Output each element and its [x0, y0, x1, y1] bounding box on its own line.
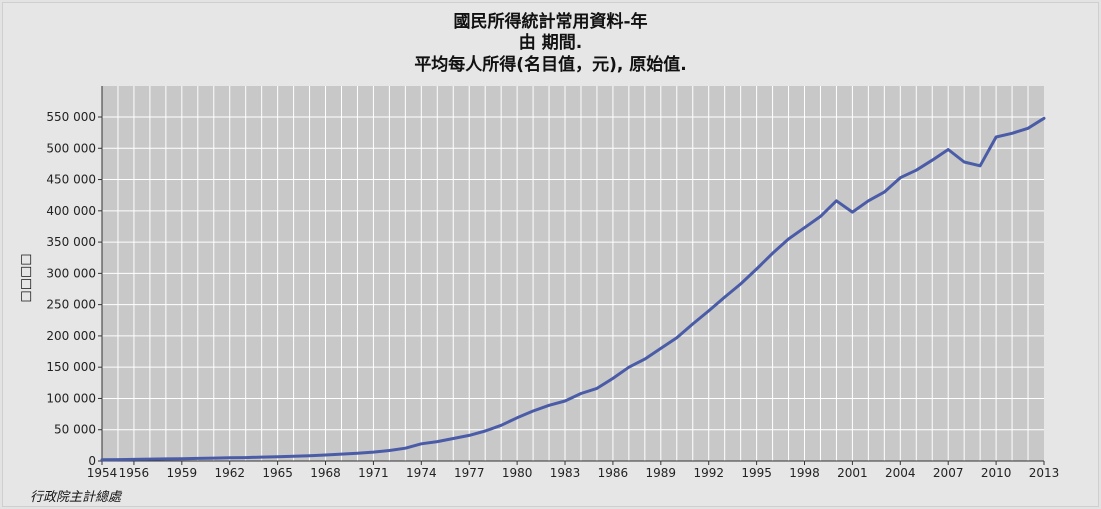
x-tick-label: 1959 [167, 466, 198, 480]
y-tick-label: 450 000 [46, 173, 96, 187]
data-point [676, 337, 678, 339]
x-tick-label: 2013 [1029, 466, 1060, 480]
data-point [883, 191, 885, 193]
data-point [772, 252, 774, 254]
data-point [117, 459, 119, 461]
x-tick-label: 1983 [550, 466, 581, 480]
data-point [867, 200, 869, 202]
data-point [851, 211, 853, 213]
x-tick-label: 1962 [214, 466, 245, 480]
data-point [644, 358, 646, 360]
x-tick-label: 2007 [933, 466, 964, 480]
x-tick-label: 1992 [693, 466, 724, 480]
data-point [372, 451, 374, 453]
y-tick-label: 400 000 [46, 204, 96, 218]
y-tick-label: 150 000 [46, 360, 96, 374]
data-point [261, 456, 263, 458]
data-point [468, 434, 470, 436]
data-point [899, 177, 901, 179]
data-point [325, 454, 326, 456]
data-point [516, 417, 518, 419]
data-point [724, 296, 726, 298]
data-point [277, 456, 279, 458]
data-point [612, 377, 614, 379]
y-tick-label: 300 000 [46, 266, 96, 280]
y-tick-label: 500 000 [46, 141, 96, 155]
data-point [1011, 132, 1013, 134]
x-tick-label: 1974 [406, 466, 437, 480]
data-point [532, 410, 534, 412]
x-tick-label: 1986 [598, 466, 629, 480]
data-point [995, 136, 997, 138]
data-point [436, 441, 438, 443]
y-tick-label: 100 000 [46, 391, 96, 405]
data-point [293, 455, 295, 457]
data-point [804, 227, 805, 229]
data-point [1027, 127, 1029, 129]
data-point [1043, 117, 1045, 119]
x-tick-label: 2010 [981, 466, 1012, 480]
y-tick-label: 350 000 [46, 235, 96, 249]
data-point [548, 404, 550, 406]
x-tick-label: 1954 [87, 466, 118, 480]
data-point [756, 268, 758, 270]
data-point [213, 457, 215, 459]
chart-subtitle-period: 由 期間. [518, 33, 583, 53]
data-point [420, 443, 422, 445]
x-tick-label: 2001 [837, 466, 868, 480]
series-line [100, 116, 1046, 462]
data-point [931, 159, 933, 161]
data-point [564, 400, 566, 402]
x-tick-label: 1956 [119, 466, 150, 480]
data-point [947, 149, 949, 150]
y-tick-label: 50 000 [54, 423, 96, 437]
data-point [628, 366, 630, 368]
data-point [740, 283, 742, 285]
data-point [963, 161, 965, 163]
data-point [229, 457, 231, 459]
data-point [165, 458, 167, 460]
data-point [388, 450, 390, 451]
data-point [452, 438, 454, 439]
x-tick-label: 2004 [885, 466, 916, 480]
data-point [181, 458, 183, 460]
data-point [500, 424, 502, 426]
data-point [915, 169, 917, 171]
data-point [660, 347, 662, 349]
chart-subtitle-measure: 平均每人所得(名目值，元), 原始值. [414, 55, 687, 75]
data-point [309, 455, 311, 457]
y-tick-label: 200 000 [46, 329, 96, 343]
data-point [484, 430, 486, 432]
chart-title: 國民所得統計常用資料-年 [453, 12, 648, 32]
data-point [820, 215, 821, 217]
x-tick-label: 1965 [262, 466, 293, 480]
data-point [708, 310, 710, 312]
data-point [197, 457, 199, 459]
data-point [979, 165, 981, 167]
data-point [692, 323, 694, 325]
y-tick-label: 250 000 [46, 298, 96, 312]
data-point [835, 200, 837, 202]
data-point [149, 458, 151, 460]
source-note: 行政院主計總處 [30, 490, 122, 505]
x-tick-label: 1995 [741, 466, 772, 480]
data-point [341, 453, 342, 455]
data-point [788, 238, 789, 240]
data-point [596, 387, 598, 389]
data-point [101, 459, 103, 461]
x-tick-label: 1998 [789, 466, 820, 480]
data-point [357, 452, 358, 454]
x-tick-label: 1977 [454, 466, 485, 480]
data-point [580, 393, 582, 394]
data-point [404, 447, 406, 449]
data-point [245, 457, 247, 459]
x-tick-label: 1968 [310, 466, 341, 480]
x-tick-label: 1980 [502, 466, 533, 480]
y-tick-label: 550 000 [46, 110, 96, 124]
x-tick-label: 1971 [358, 466, 389, 480]
x-tick-label: 1989 [646, 466, 677, 480]
data-point [133, 458, 135, 460]
y-tick-label: 0 [88, 454, 96, 468]
